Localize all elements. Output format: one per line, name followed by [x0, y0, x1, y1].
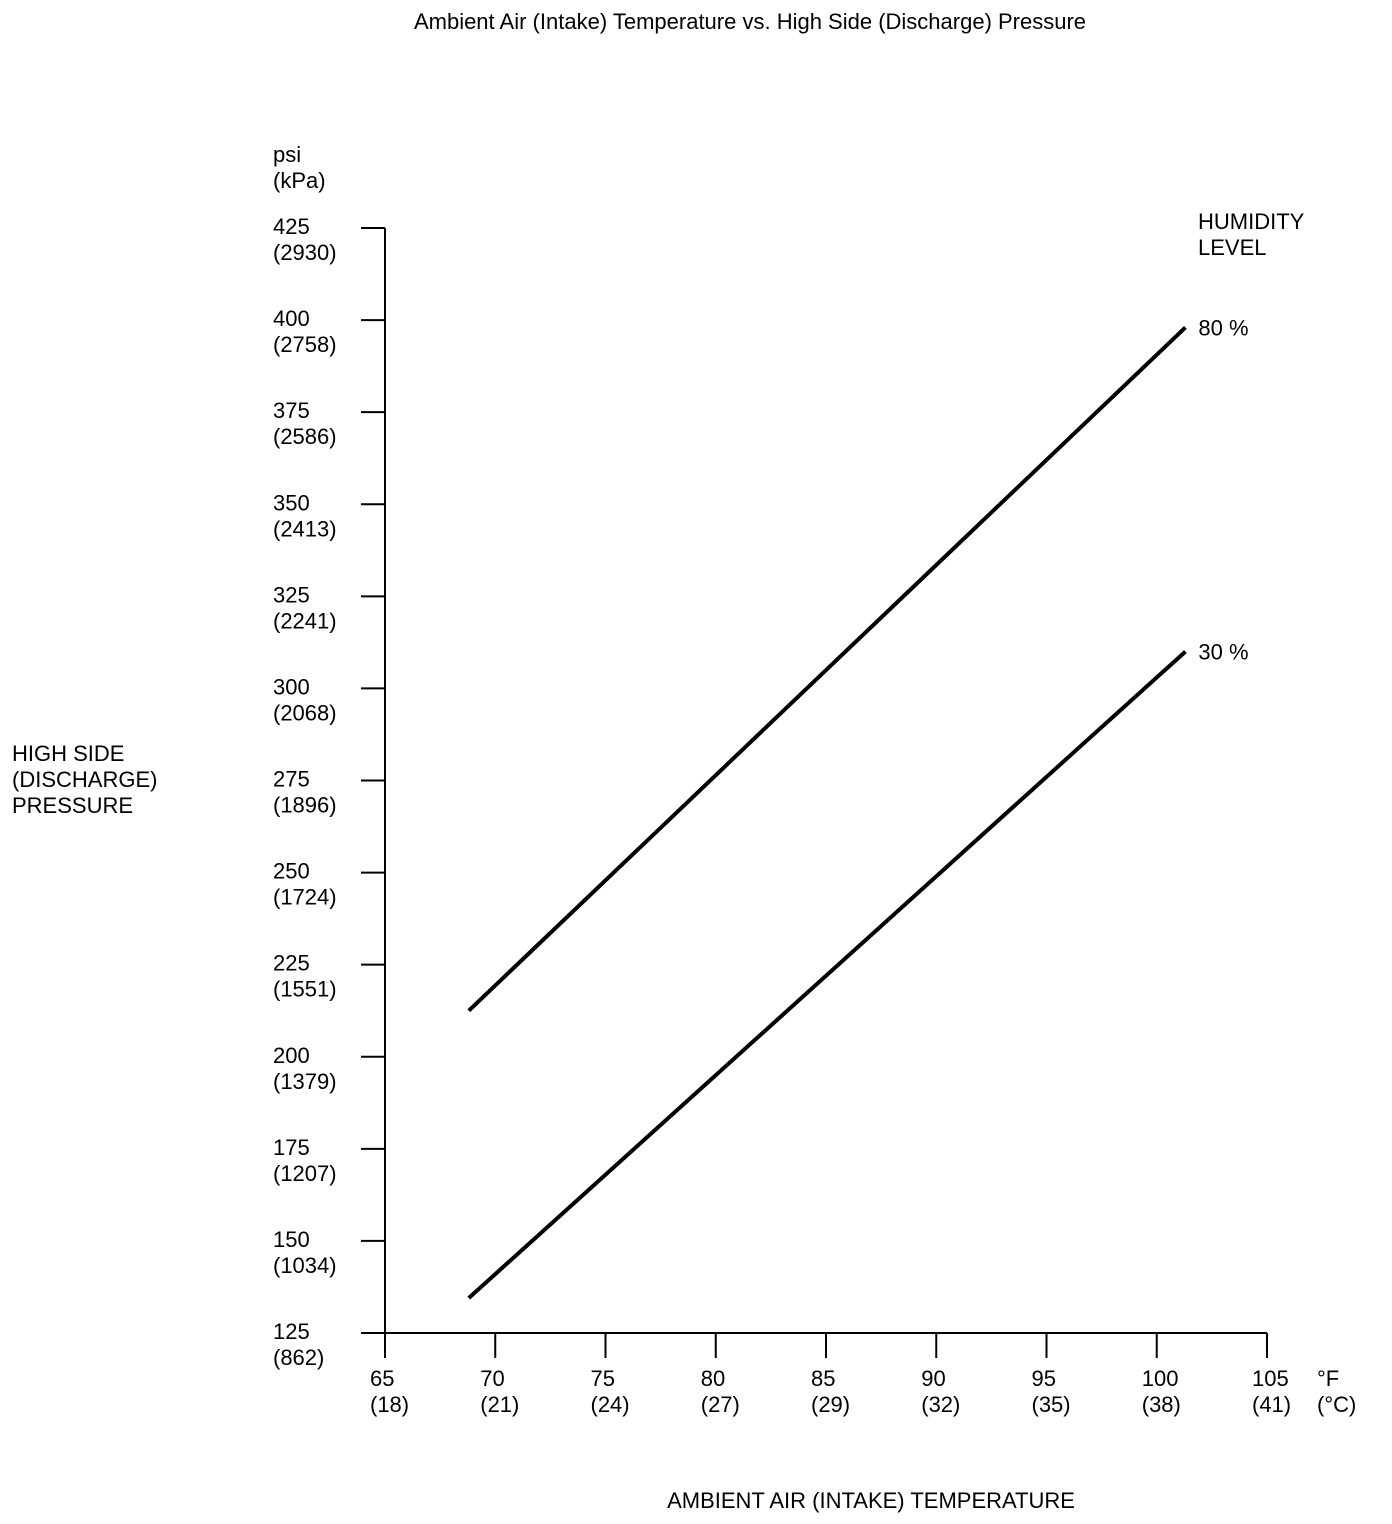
series-line [467, 326, 1187, 1013]
y-tick-label-kpa: (1896) [273, 793, 337, 818]
y-units-psi: psi [273, 142, 301, 167]
y-tick-label-psi: 250 [273, 859, 310, 884]
legend-title-line2: LEVEL [1198, 235, 1267, 260]
x-tick-label-c: (24) [591, 1392, 630, 1417]
y-tick-label-psi: 125 [273, 1319, 310, 1344]
x-tick-label-f: 95 [1032, 1366, 1056, 1391]
x-tick-label-c: (41) [1252, 1392, 1291, 1417]
x-tick-label-c: (18) [370, 1392, 409, 1417]
x-ticks: 65(18)70(21)75(24)80(27)85(29)90(32)95(3… [370, 1333, 1291, 1417]
y-tick-label-kpa: (2241) [273, 608, 337, 633]
y-tick-label-psi: 400 [273, 306, 310, 331]
series-label: 30 % [1198, 640, 1248, 665]
x-axis-label: AMBIENT AIR (INTAKE) TEMPERATURE [667, 1488, 1075, 1513]
series-line [467, 650, 1187, 1300]
series-label: 80 % [1198, 315, 1248, 340]
x-tick-label-f: 105 [1252, 1366, 1289, 1391]
x-tick-label-c: (27) [701, 1392, 740, 1417]
y-tick-label-psi: 300 [273, 674, 310, 699]
y-tick-label-kpa: (1034) [273, 1253, 337, 1278]
legend-title-line1: HUMIDITY [1198, 209, 1305, 234]
y-units-kpa: (kPa) [273, 168, 326, 193]
y-tick-label-psi: 175 [273, 1135, 310, 1160]
y-axis-label-line3: PRESSURE [12, 793, 133, 818]
x-tick-label-c: (35) [1032, 1392, 1071, 1417]
y-tick-label-kpa: (862) [273, 1345, 324, 1370]
y-tick-label-kpa: (1207) [273, 1161, 337, 1186]
y-ticks: 425(2930)400(2758)375(2586)350(2413)325(… [273, 214, 385, 1370]
x-tick-label-c: (29) [811, 1392, 850, 1417]
y-tick-label-psi: 150 [273, 1227, 310, 1252]
x-tick-label-f: 75 [591, 1366, 615, 1391]
y-tick-label-psi: 275 [273, 767, 310, 792]
x-tick-label-c: (32) [921, 1392, 960, 1417]
y-tick-label-kpa: (2586) [273, 424, 337, 449]
y-tick-label-kpa: (2930) [273, 240, 337, 265]
x-tick-label-f: 70 [480, 1366, 504, 1391]
chart-title: Ambient Air (Intake) Temperature vs. Hig… [414, 9, 1086, 34]
x-tick-label-f: 80 [701, 1366, 725, 1391]
y-axis-label-line2: (DISCHARGE) [12, 767, 157, 792]
y-tick-label-psi: 325 [273, 582, 310, 607]
y-axis-label-line1: HIGH SIDE [12, 741, 124, 766]
x-tick-label-c: (21) [480, 1392, 519, 1417]
y-tick-label-psi: 225 [273, 951, 310, 976]
y-tick-label-kpa: (2413) [273, 516, 337, 541]
x-tick-label-c: (38) [1142, 1392, 1181, 1417]
y-tick-label-kpa: (1724) [273, 885, 337, 910]
x-tick-label-f: 100 [1142, 1366, 1179, 1391]
y-tick-label-kpa: (2758) [273, 332, 337, 357]
x-units-f: °F [1317, 1366, 1339, 1391]
y-tick-label-psi: 200 [273, 1043, 310, 1068]
x-tick-label-f: 85 [811, 1366, 835, 1391]
y-tick-label-psi: 375 [273, 398, 310, 423]
y-tick-label-psi: 425 [273, 214, 310, 239]
y-tick-label-psi: 350 [273, 490, 310, 515]
x-units-c: (°C) [1317, 1392, 1356, 1417]
y-tick-label-kpa: (1551) [273, 977, 337, 1002]
series-lines: 80 % 30 % [467, 315, 1249, 1300]
x-tick-label-f: 65 [370, 1366, 394, 1391]
x-tick-label-f: 90 [921, 1366, 945, 1391]
y-tick-label-kpa: (1379) [273, 1069, 337, 1094]
y-tick-label-kpa: (2068) [273, 700, 337, 725]
